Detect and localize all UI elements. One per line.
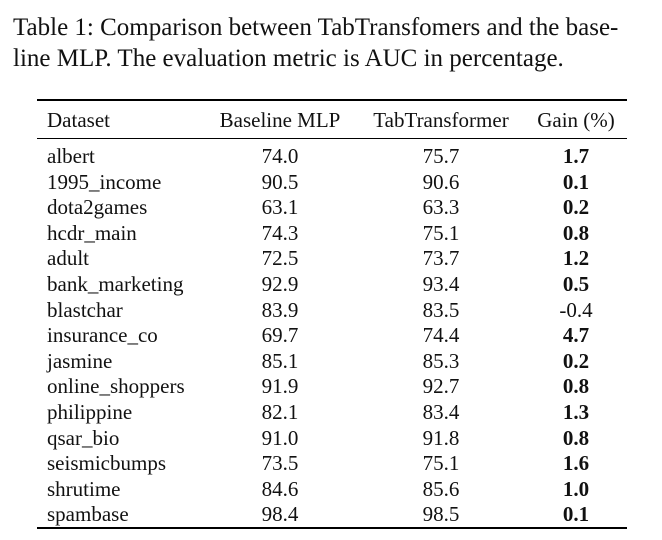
baseline-mlp-cell: 74.0 <box>261 144 299 168</box>
gain-cell: 1.7 <box>562 144 590 168</box>
tabtransformer-cell: 75.1 <box>422 221 460 245</box>
dataset-cell: seismicbumps <box>47 451 166 475</box>
dataset-cell: albert <box>47 144 95 168</box>
dataset-cell: 1995_income <box>47 170 162 194</box>
tabtransformer-cell: 93.4 <box>422 272 460 296</box>
gain-cell: 1.3 <box>562 400 590 424</box>
gain-cell: 4.7 <box>562 323 590 347</box>
gain-cell: -0.4 <box>559 298 593 322</box>
table-bottom-rule <box>37 527 627 529</box>
dataset-cell: adult <box>47 246 89 270</box>
baseline-mlp-cell: 72.5 <box>261 246 299 270</box>
dataset-cell: shrutime <box>47 477 121 501</box>
tabtransformer-cell: 75.1 <box>422 451 460 475</box>
header-gain: Gain (%) <box>537 108 615 132</box>
table-header-rule <box>37 138 627 139</box>
tabtransformer-cell: 83.4 <box>422 400 460 424</box>
dataset-cell: blastchar <box>47 298 123 322</box>
tabtransformer-cell: 85.6 <box>422 477 460 501</box>
baseline-mlp-cell: 98.4 <box>261 502 299 526</box>
baseline-mlp-cell: 83.9 <box>261 298 299 322</box>
gain-cell: 0.8 <box>562 221 590 245</box>
tabtransformer-cell: 74.4 <box>422 323 460 347</box>
dataset-cell: philippine <box>47 400 133 424</box>
gain-cell: 0.5 <box>562 272 590 296</box>
gain-cell: 0.2 <box>562 195 590 219</box>
baseline-mlp-cell: 90.5 <box>261 170 299 194</box>
gain-cell: 0.1 <box>562 170 590 194</box>
baseline-mlp-cell: 85.1 <box>261 349 299 373</box>
dataset-cell: online_shoppers <box>47 374 185 398</box>
dataset-cell: bank_marketing <box>47 272 184 296</box>
dataset-cell: dota2games <box>47 195 148 219</box>
tabtransformer-cell: 90.6 <box>422 170 460 194</box>
gain-cell: 0.8 <box>562 374 590 398</box>
gain-cell: 1.0 <box>562 477 590 501</box>
header-dataset: Dataset <box>47 108 110 132</box>
dataset-cell: qsar_bio <box>47 426 120 450</box>
baseline-mlp-cell: 73.5 <box>261 451 299 475</box>
baseline-mlp-cell: 84.6 <box>261 477 299 501</box>
tabtransformer-cell: 91.8 <box>422 426 460 450</box>
gain-cell: 0.1 <box>562 502 590 526</box>
gain-cell: 1.2 <box>562 246 590 270</box>
dataset-cell: spambase <box>47 502 129 526</box>
tabtransformer-cell: 63.3 <box>422 195 460 219</box>
caption-line-2: line MLP. The evaluation metric is AUC i… <box>13 45 564 72</box>
header-tabtransformer: TabTransformer <box>373 108 509 132</box>
tabtransformer-cell: 85.3 <box>422 349 460 373</box>
dataset-cell: insurance_co <box>47 323 158 347</box>
tabtransformer-cell: 73.7 <box>422 246 460 270</box>
tabtransformer-cell: 92.7 <box>422 374 460 398</box>
caption-line-1: Table 1: Comparison between TabTransfome… <box>13 14 619 41</box>
baseline-mlp-cell: 82.1 <box>261 400 299 424</box>
dataset-cell: hcdr_main <box>47 221 137 245</box>
gain-cell: 0.2 <box>562 349 590 373</box>
tabtransformer-cell: 75.7 <box>422 144 460 168</box>
baseline-mlp-cell: 91.9 <box>261 374 299 398</box>
gain-cell: 0.8 <box>562 426 590 450</box>
baseline-mlp-cell: 91.0 <box>261 426 299 450</box>
table-caption: Table 1: Comparison between TabTransfome… <box>13 12 653 74</box>
baseline-mlp-cell: 74.3 <box>261 221 299 245</box>
dataset-cell: jasmine <box>47 349 113 373</box>
tabtransformer-cell: 98.5 <box>422 502 460 526</box>
baseline-mlp-cell: 69.7 <box>261 323 299 347</box>
tabtransformer-cell: 83.5 <box>422 298 460 322</box>
baseline-mlp-cell: 92.9 <box>261 272 299 296</box>
header-baseline-mlp: Baseline MLP <box>219 108 341 132</box>
gain-cell: 1.6 <box>562 451 590 475</box>
baseline-mlp-cell: 63.1 <box>261 195 299 219</box>
table-top-rule <box>37 99 627 101</box>
